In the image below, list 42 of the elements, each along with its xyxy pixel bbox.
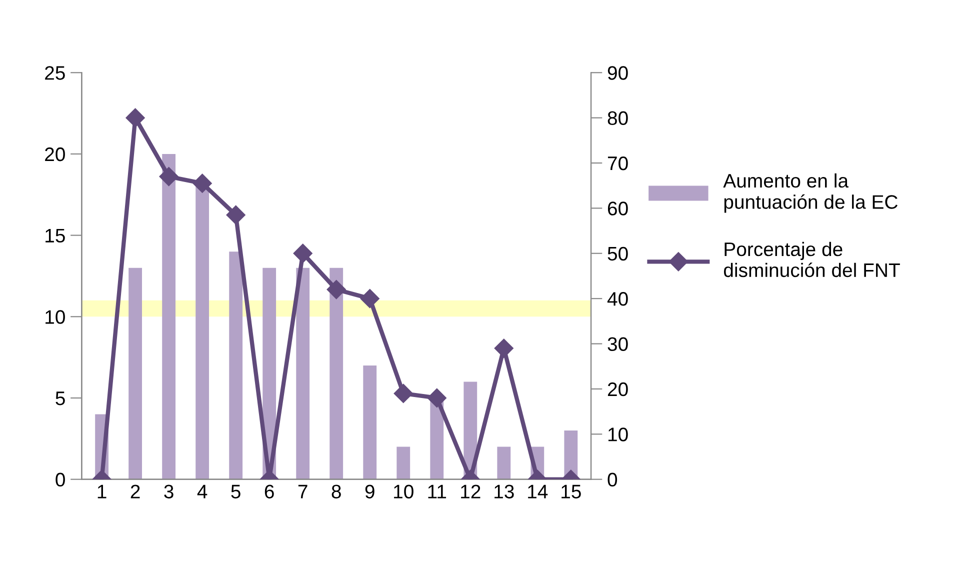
x-tick-label: 5 (231, 484, 240, 498)
bar (330, 268, 344, 480)
x-tick-label: 3 (164, 484, 174, 498)
y-tick-label: 20 (45, 147, 65, 162)
bar (196, 186, 210, 480)
x-tick-label: 2 (130, 484, 140, 498)
y-tick-label: 5 (56, 392, 65, 406)
x-tick-label: 1 (98, 484, 106, 498)
bar (497, 446, 511, 480)
x-tick-label: 9 (365, 484, 374, 498)
x-tick-label: 8 (332, 484, 341, 498)
x-tick-label: 12 (461, 484, 480, 498)
y-tick-label: 0 (56, 472, 65, 487)
y2-tick-label: 20 (608, 382, 628, 396)
x-tick-label: 4 (197, 484, 208, 498)
y2-tick-label: 70 (608, 156, 628, 170)
x-tick-label: 10 (394, 484, 414, 498)
legend-label: Aumento en la puntuación de la EC (723, 173, 898, 213)
bar (128, 268, 142, 480)
x-tick-label: 15 (562, 484, 581, 498)
x-tick-label: 7 (298, 484, 308, 498)
y2-tick-label: 40 (607, 292, 628, 306)
y2-tick-label: 30 (608, 337, 628, 351)
y2-tick-label: 80 (608, 111, 628, 126)
y-tick-label: 10 (46, 310, 65, 324)
bar (162, 154, 176, 480)
bar (363, 365, 377, 480)
y2-tick-label: 60 (608, 202, 628, 216)
y-tick-label: 25 (45, 66, 65, 80)
y2-tick-label: 90 (608, 66, 628, 80)
x-tick-label: 11 (428, 484, 446, 498)
y2-tick-label: 50 (608, 246, 628, 261)
x-tick-label: 14 (528, 484, 548, 498)
bar (396, 446, 410, 480)
x-tick-label: 13 (494, 484, 514, 498)
bar (229, 252, 243, 480)
y2-tick-label: 10 (608, 428, 628, 442)
y2-tick-label: 0 (608, 472, 618, 487)
bar (296, 268, 310, 480)
legend-label: Porcentaje de disminución del FNT (724, 242, 900, 278)
x-tick-label: 6 (264, 484, 274, 498)
y-tick-label: 15 (46, 228, 65, 243)
